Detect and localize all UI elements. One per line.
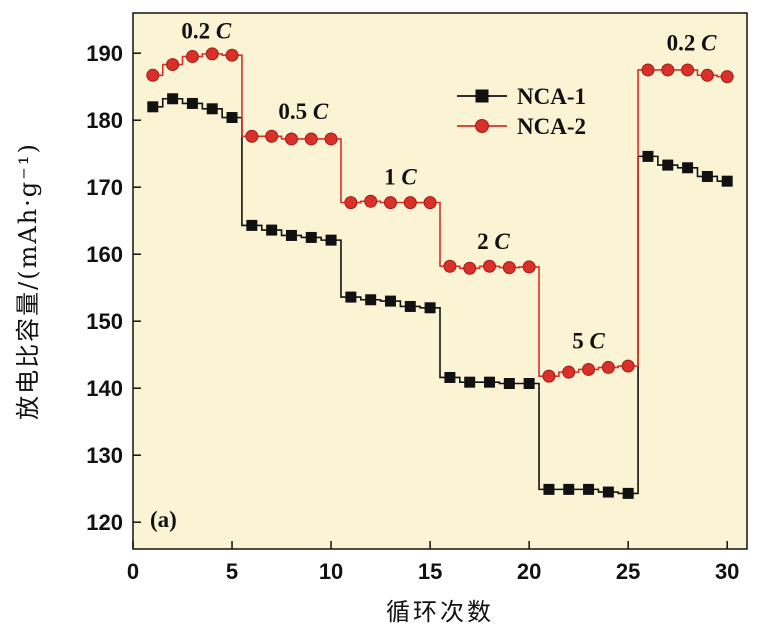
data-point-nca-1 xyxy=(384,295,396,307)
data-point-nca-1 xyxy=(523,378,535,390)
data-point-nca-1 xyxy=(345,291,357,303)
data-point-nca-2 xyxy=(383,196,397,210)
data-point-nca-1 xyxy=(167,93,179,105)
data-point-nca-1 xyxy=(206,103,218,115)
data-point-nca-1 xyxy=(325,234,337,246)
c-rate-label: 0.5 C xyxy=(278,99,329,124)
axes-layer: 0 5 10 15 20 25 30 120 130 140 150 160 170 180 190 xyxy=(86,41,739,584)
x-tick-label: 5 xyxy=(226,559,238,584)
data-point-nca-1 xyxy=(404,300,416,312)
data-point-nca-2 xyxy=(582,362,596,376)
data-point-nca-2 xyxy=(146,68,160,82)
data-point-nca-2 xyxy=(185,50,199,64)
data-point-nca-2 xyxy=(265,129,279,143)
data-point-nca-2 xyxy=(166,58,180,72)
data-point-nca-1 xyxy=(682,162,694,174)
data-point-nca-1 xyxy=(721,175,733,187)
y-tick-label: 150 xyxy=(86,309,123,334)
data-point-nca-1 xyxy=(484,376,496,388)
x-tick-label: 25 xyxy=(616,559,640,584)
data-point-nca-1 xyxy=(642,150,654,162)
x-tick-label: 20 xyxy=(517,559,541,584)
x-tick-label: 30 xyxy=(715,559,739,584)
x-tick-label: 10 xyxy=(319,559,343,584)
data-point-nca-2 xyxy=(542,369,556,383)
c-rate-label: 2 C xyxy=(477,229,510,254)
data-point-nca-2 xyxy=(443,259,457,273)
data-point-nca-2 xyxy=(245,129,259,143)
data-point-nca-2 xyxy=(720,70,734,84)
data-point-nca-2 xyxy=(284,132,298,146)
legend: NCA-1 NCA-2 xyxy=(457,84,586,139)
data-point-nca-2 xyxy=(403,196,417,210)
data-point-nca-2 xyxy=(502,261,516,275)
x-tick-label: 15 xyxy=(418,559,442,584)
data-point-nca-1 xyxy=(226,112,238,124)
data-point-nca-2 xyxy=(324,132,338,146)
y-tick-label: 140 xyxy=(86,376,123,401)
data-point-nca-2 xyxy=(463,261,477,275)
y-tick-label: 180 xyxy=(86,108,123,133)
legend-label-nca-2: NCA-2 xyxy=(517,114,586,139)
y-tick-label: 130 xyxy=(86,443,123,468)
panel-label: (a) xyxy=(150,507,177,532)
data-point-nca-2 xyxy=(641,63,655,77)
c-rate-label: 0.2 C xyxy=(181,18,232,43)
legend-marker-nca-1 xyxy=(475,89,489,103)
data-point-nca-1 xyxy=(365,294,377,306)
data-point-nca-2 xyxy=(621,359,635,373)
data-point-nca-1 xyxy=(622,487,634,499)
c-rate-label: 0.2 C xyxy=(667,31,718,56)
y-axis-title: 放电比容量/(mAh·g⁻¹) xyxy=(14,142,42,420)
annotation-layer: 0.2 C 0.5 C 1 C 2 C 5 C 0.2 C xyxy=(181,18,717,353)
data-point-nca-2 xyxy=(483,259,497,273)
x-axis-title: 循环次数 xyxy=(386,598,494,626)
data-point-nca-1 xyxy=(246,219,258,231)
series-layer xyxy=(146,47,734,499)
c-rate-label: 1 C xyxy=(384,165,417,190)
data-point-nca-2 xyxy=(423,196,437,210)
legend-label-nca-1: NCA-1 xyxy=(517,84,586,109)
data-point-nca-2 xyxy=(522,260,536,274)
data-point-nca-1 xyxy=(503,378,515,390)
plot-area-background xyxy=(133,13,747,549)
y-tick-label: 160 xyxy=(86,242,123,267)
data-point-nca-1 xyxy=(563,483,575,495)
data-point-nca-1 xyxy=(186,97,198,109)
data-point-nca-1 xyxy=(701,170,713,182)
data-point-nca-2 xyxy=(364,194,378,208)
data-point-nca-1 xyxy=(444,371,456,383)
data-point-nca-1 xyxy=(583,483,595,495)
y-tick-label: 170 xyxy=(86,175,123,200)
data-point-nca-2 xyxy=(304,132,318,146)
data-point-nca-2 xyxy=(225,48,239,62)
data-point-nca-2 xyxy=(205,47,219,61)
data-point-nca-1 xyxy=(662,159,674,171)
data-point-nca-1 xyxy=(464,376,476,388)
data-point-nca-2 xyxy=(700,68,714,82)
data-point-nca-1 xyxy=(285,229,297,241)
y-tick-label: 190 xyxy=(86,41,123,66)
data-point-nca-1 xyxy=(147,101,159,113)
data-point-nca-2 xyxy=(681,63,695,77)
legend-marker-nca-2 xyxy=(475,119,489,133)
x-tick-label: 0 xyxy=(127,559,139,584)
data-point-nca-2 xyxy=(344,196,358,210)
data-point-nca-2 xyxy=(661,63,675,77)
y-tick-label: 120 xyxy=(86,510,123,535)
data-point-nca-2 xyxy=(562,365,576,379)
data-point-nca-1 xyxy=(543,483,555,495)
data-point-nca-1 xyxy=(266,224,278,236)
data-point-nca-1 xyxy=(305,231,317,243)
data-point-nca-2 xyxy=(601,360,615,374)
data-point-nca-1 xyxy=(602,486,614,498)
data-point-nca-1 xyxy=(424,302,436,314)
plot-frame xyxy=(132,12,748,550)
series-nca-2 xyxy=(146,47,734,383)
series-nca-1 xyxy=(147,93,733,499)
c-rate-label: 5 C xyxy=(572,329,605,354)
